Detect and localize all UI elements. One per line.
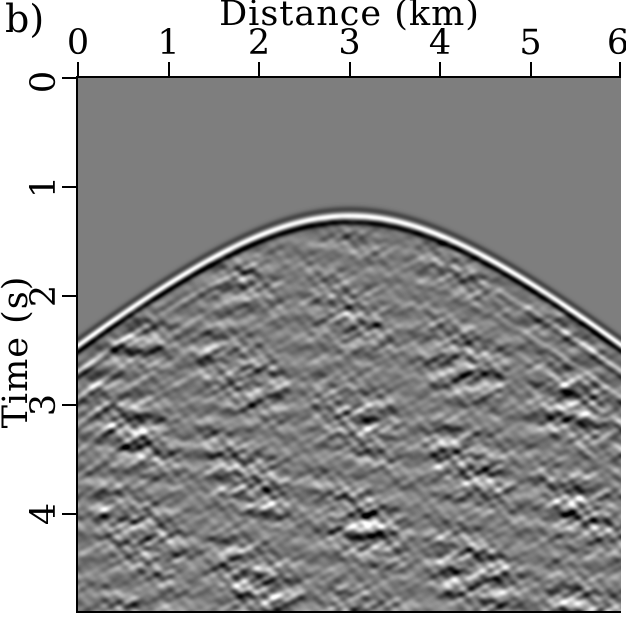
x-tick-mark [439,62,441,76]
x-tick-label: 4 [428,23,452,63]
x-tick-label: 2 [247,23,271,63]
y-tick-label: 3 [24,393,64,417]
x-tick-mark [167,62,170,76]
y-tick-mark [62,295,76,297]
y-tick-mark [62,404,76,406]
y-tick-mark [62,186,76,188]
y-tick-label: 1 [24,175,64,199]
x-axis-title: Distance (km) [219,0,480,34]
plot-frame-left [76,76,78,613]
x-tick-label: 6 [606,23,626,63]
x-tick-label: 5 [519,23,542,63]
seismic-image [78,78,621,611]
y-tick-label: 0 [24,70,64,94]
x-tick-label: 0 [66,23,90,63]
plot-frame-bottom [76,611,621,613]
x-tick-mark [529,62,532,76]
x-tick-mark [348,62,351,76]
x-tick-mark [619,62,621,76]
x-tick-mark [258,62,260,76]
panel-label: b) [5,0,45,41]
y-tick-mark [62,77,76,79]
y-tick-label: 4 [24,502,64,526]
x-tick-label: 1 [157,23,180,63]
y-tick-mark [62,513,76,515]
x-tick-mark [77,62,79,76]
plot-frame-top [76,76,621,78]
y-tick-label: 2 [24,284,64,308]
x-tick-label: 3 [338,23,361,63]
